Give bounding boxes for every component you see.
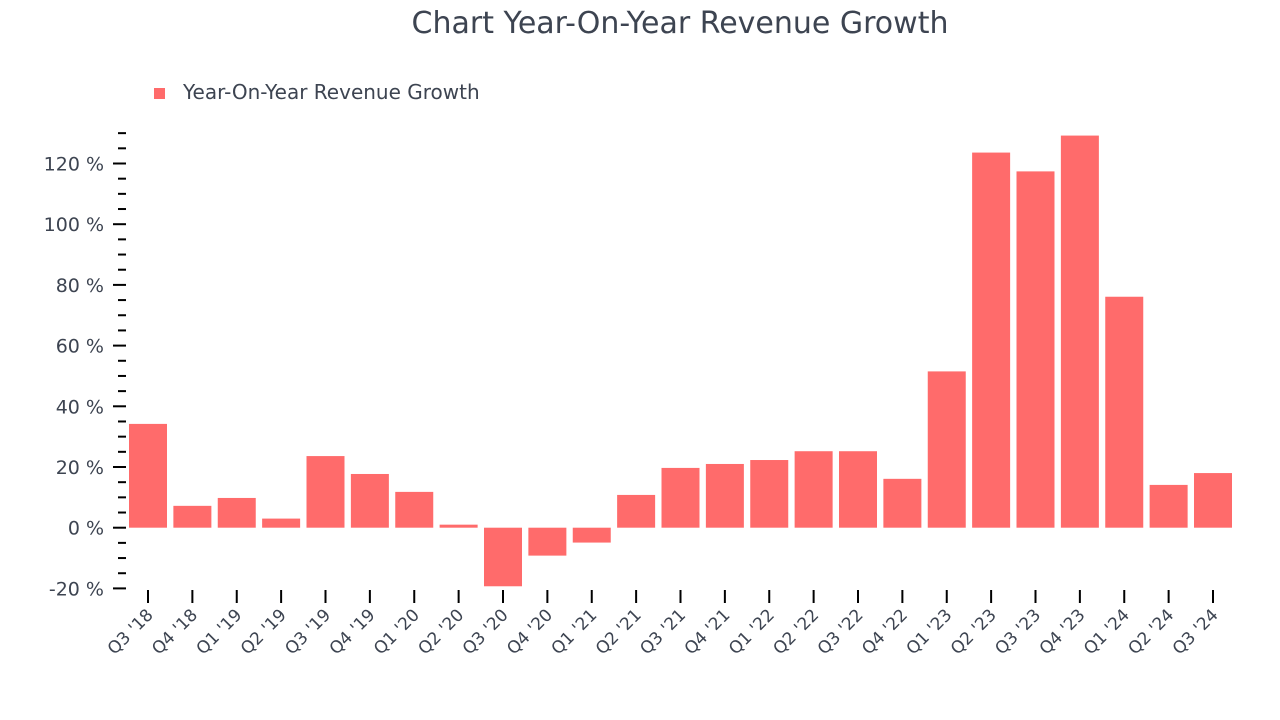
x-tick-label: Q2 '22 xyxy=(769,605,823,659)
x-tick-label: Q1 '23 xyxy=(903,605,957,659)
chart-title: Chart Year-On-Year Revenue Growth xyxy=(412,6,949,41)
y-tick-label: -20 % xyxy=(49,578,104,600)
legend-label: Year-On-Year Revenue Growth xyxy=(182,80,480,104)
x-tick-label: Q4 '23 xyxy=(1036,605,1090,659)
bar xyxy=(173,505,212,528)
bar xyxy=(395,491,434,528)
x-tick-label: Q1 '20 xyxy=(370,605,424,659)
bar xyxy=(1060,135,1099,528)
bar xyxy=(750,460,789,528)
bar xyxy=(794,451,833,528)
bar xyxy=(1194,473,1232,528)
y-tick-label: 60 % xyxy=(56,336,104,358)
bar xyxy=(617,494,656,528)
y-axis: -20 % 0 % 20 % 40 % 60 % 80 % 100 % 120 % xyxy=(44,132,126,600)
bars xyxy=(129,135,1232,587)
bar xyxy=(572,527,611,543)
x-tick-label: Q4 '18 xyxy=(148,605,202,659)
x-tick-label: Q3 '20 xyxy=(459,605,513,659)
bar xyxy=(927,371,966,528)
x-tick-label: Q1 '22 xyxy=(725,605,779,659)
y-tick-label: 100 % xyxy=(44,214,104,236)
bar xyxy=(883,478,922,528)
x-tick-label: Q2 '20 xyxy=(414,605,468,659)
bar xyxy=(1016,171,1055,528)
legend-swatch xyxy=(154,88,165,99)
bar xyxy=(528,527,567,556)
bar xyxy=(705,463,744,528)
bar xyxy=(661,467,700,528)
bar xyxy=(484,527,522,587)
x-tick-label: Q4 '19 xyxy=(326,605,380,659)
bar xyxy=(972,152,1011,528)
bar xyxy=(350,473,389,528)
x-tick-label: Q4 '20 xyxy=(503,605,557,659)
y-tick-label: 40 % xyxy=(56,396,104,418)
y-tick-label: 20 % xyxy=(56,457,104,479)
x-tick-label: Q3 '22 xyxy=(814,605,868,659)
bar xyxy=(1105,296,1144,528)
x-tick-label: Q1 '21 xyxy=(548,605,602,659)
bar xyxy=(129,423,167,528)
x-tick-label: Q2 '19 xyxy=(237,605,291,659)
x-tick-label: Q1 '24 xyxy=(1080,605,1134,659)
x-tick-label: Q1 '19 xyxy=(193,605,247,659)
bar xyxy=(1149,484,1188,528)
x-tick-label: Q2 '24 xyxy=(1124,605,1178,659)
x-tick-label: Q3 '24 xyxy=(1169,605,1223,659)
bar xyxy=(439,524,478,528)
x-tick-label: Q4 '21 xyxy=(681,605,735,659)
bar xyxy=(306,456,345,528)
x-tick-label: Q3 '21 xyxy=(636,605,690,659)
bar xyxy=(839,451,877,528)
x-tick-label: Q3 '23 xyxy=(991,605,1045,659)
y-tick-label: 80 % xyxy=(56,275,104,297)
x-tick-label: Q4 '22 xyxy=(858,605,912,659)
bar xyxy=(217,497,256,528)
x-tick-label: Q3 '19 xyxy=(281,605,335,659)
x-tick-label: Q2 '23 xyxy=(947,605,1001,659)
y-tick-label: 120 % xyxy=(44,154,104,176)
y-tick-label: 0 % xyxy=(68,518,104,540)
x-tick-label: Q2 '21 xyxy=(592,605,646,659)
bar xyxy=(262,518,301,528)
x-tick-label: Q3 '18 xyxy=(104,605,158,659)
